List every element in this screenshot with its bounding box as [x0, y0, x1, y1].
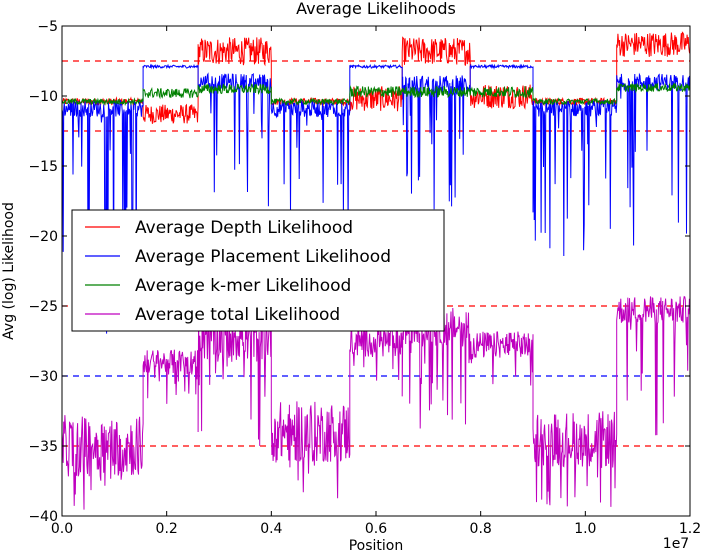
y-tick-label: −25: [28, 299, 58, 315]
x-tick-label: 0.4: [260, 521, 282, 537]
series-line-3: [62, 295, 690, 510]
x-tick-label: 0.8: [470, 521, 492, 537]
y-tick-label: −40: [28, 509, 58, 525]
y-tick-label: −5: [37, 19, 58, 35]
series-group: [62, 31, 690, 510]
y-axis: −40 −35 −30 −25 −20 −15 −10 −5: [28, 19, 690, 525]
x-tick-label: 0.6: [365, 521, 387, 537]
x-tick-label: 0.0: [51, 521, 73, 537]
y-tick-label: −35: [28, 439, 58, 455]
legend-box: [71, 209, 445, 332]
legend: Average Depth Likelihood Average Placemen…: [71, 209, 445, 332]
x-tick-label: 0.2: [156, 521, 178, 537]
legend-label-1: Average Placement Likelihood: [135, 247, 391, 267]
legend-label-2: Average k-mer Likelihood: [135, 276, 351, 296]
series-line-1: [62, 63, 690, 334]
x-axis-offset-text: 1e7: [663, 536, 689, 552]
x-axis-label: Position: [349, 538, 404, 552]
series-line-2: [62, 82, 690, 107]
y-tick-label: −30: [28, 369, 58, 385]
y-tick-label: −10: [28, 89, 58, 105]
legend-label-3: Average total Likelihood: [135, 305, 340, 325]
y-tick-label: −15: [28, 159, 58, 175]
y-tick-label: −20: [28, 229, 58, 245]
x-axis: 0.0 0.2 0.4 0.6 0.8 1.0 1.2: [51, 26, 701, 537]
chart-title: Average Likelihoods: [296, 0, 456, 18]
legend-label-0: Average Depth Likelihood: [135, 218, 353, 238]
x-tick-label: 1.2: [679, 521, 701, 537]
y-axis-label: Avg (log) Likelihood: [1, 202, 17, 340]
x-tick-label: 1.0: [574, 521, 596, 537]
